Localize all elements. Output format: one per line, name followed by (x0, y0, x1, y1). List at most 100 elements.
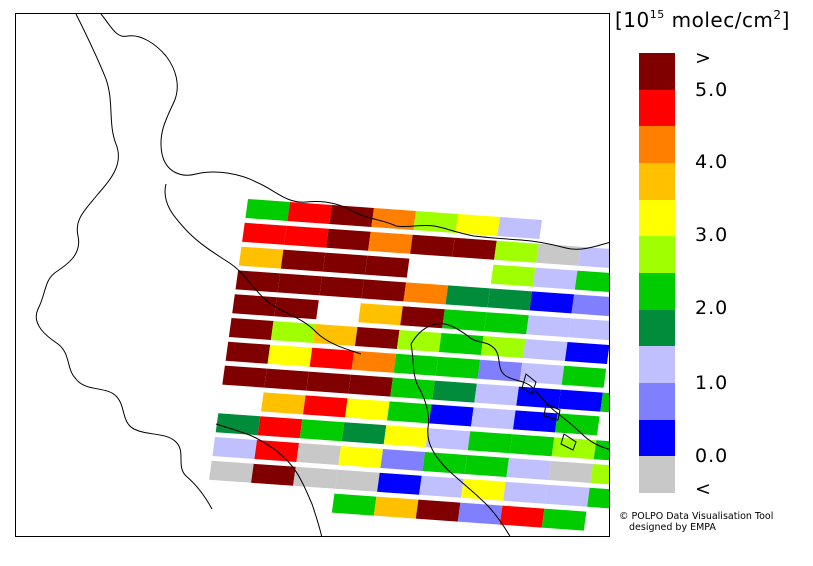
colorbar-segment (639, 419, 675, 457)
legend-label-below: < (695, 478, 712, 500)
swath-pixel (287, 202, 332, 224)
legend-label-0: 0.0 (695, 445, 729, 467)
swath-pixel (438, 333, 484, 355)
swath-pixel (464, 455, 509, 477)
credit-line-2: designed by EMPA (629, 522, 716, 533)
swath-pixel (235, 270, 281, 293)
swath-pixel (335, 469, 380, 492)
swath-pixel (361, 279, 407, 302)
swath-pixel (477, 359, 523, 382)
swath-pixel (212, 437, 257, 459)
border-north (100, 14, 397, 227)
swath-pixel (513, 410, 558, 433)
swath-pixel (410, 234, 455, 257)
legend-label-2: 2.0 (695, 297, 729, 319)
swath-pixel (522, 339, 568, 361)
swath-pixel (264, 368, 309, 391)
border-inner (164, 183, 362, 355)
swath-pixel (558, 389, 603, 412)
swath-pixel (306, 371, 351, 394)
swath-pixel (267, 344, 313, 367)
swath-pixel (471, 407, 516, 430)
swath-pixel (494, 240, 539, 263)
colorbar-segment (639, 346, 675, 383)
swath-pixel (331, 493, 377, 516)
swath-pixel (348, 374, 393, 397)
map-panel[interactable] (15, 13, 610, 537)
swath-pixel (277, 273, 323, 296)
swath-pixel (368, 231, 413, 254)
swath-pixel (600, 392, 609, 413)
swath-pixel (251, 463, 296, 486)
swath-pixel (296, 443, 341, 465)
swath-pixel (484, 312, 529, 335)
swath-pixel (284, 225, 329, 248)
colorbar-segment (639, 309, 675, 347)
swath-pixel (351, 350, 397, 373)
swath-pixel (345, 398, 390, 421)
swath-pixel (358, 303, 403, 326)
map-canvas[interactable] (16, 14, 610, 537)
swath-pixel (442, 309, 487, 332)
swath-pixel (274, 297, 319, 320)
swath-pixel (238, 246, 284, 269)
colorbar-segment (639, 163, 675, 200)
border-east (395, 224, 609, 250)
swath-pixel (536, 243, 581, 266)
swath-pixel (545, 484, 590, 507)
swath-pixel (467, 431, 513, 454)
colorbar-segment (639, 236, 675, 273)
swath-pixel (393, 353, 439, 376)
swath-pixel (261, 392, 306, 415)
swath-pixel (487, 288, 533, 311)
swath-pixel (429, 404, 474, 427)
swath-pixel (312, 324, 358, 346)
swath-pixel (474, 383, 519, 406)
swath-pixel (209, 460, 254, 483)
colorbar-segment (639, 456, 675, 493)
swath-pixel (400, 306, 445, 329)
island-3 (560, 433, 577, 451)
coastlines-and-borders (35, 14, 609, 536)
swath-pixel (387, 401, 432, 424)
legend-title: [1015 molec/cm2] (615, 8, 790, 32)
swath-pixel (497, 217, 542, 239)
colorbar-segment (639, 89, 675, 127)
swath-pixel (380, 449, 425, 471)
swath-pixel (396, 330, 442, 352)
swath-pixel (303, 395, 348, 418)
swath-pixel (561, 365, 607, 388)
swath-pixel (455, 214, 500, 236)
colorbar-segment (639, 199, 675, 237)
swath-pixel (293, 466, 338, 489)
swath-pixel (568, 318, 609, 341)
swath-pixel (225, 341, 271, 364)
swath-pixel (326, 228, 371, 251)
colorbar-segment (639, 126, 675, 163)
swath-pixel (499, 505, 545, 528)
swath-pixel (390, 377, 435, 400)
swath-pixel (587, 487, 609, 509)
swath-pixel (506, 458, 551, 480)
swath-pixel (529, 291, 575, 314)
legend-label-4: 4.0 (695, 151, 729, 173)
legend-label-5: 5.0 (695, 79, 729, 101)
coastline-italy (410, 343, 511, 536)
legend-label-1: 1.0 (695, 372, 729, 394)
swath-pixel (432, 380, 477, 403)
credit-line-1: © POLPO Data Visualisation Tool (619, 511, 774, 522)
border-west (35, 14, 213, 510)
swath-pixel (435, 356, 481, 379)
swath-pixel (452, 237, 497, 260)
swath-pixel (526, 315, 571, 338)
swath-pixel (371, 208, 416, 230)
swath-pixel (516, 386, 561, 409)
island-2 (543, 403, 561, 421)
coastline-adriatic (410, 323, 609, 450)
swath-pixel (364, 255, 410, 278)
swath-pixel (413, 211, 458, 233)
coastline-ligurian (215, 423, 323, 536)
swath-pixel (322, 252, 368, 275)
swath-pixel (541, 508, 587, 531)
swath-pixel (415, 499, 461, 522)
